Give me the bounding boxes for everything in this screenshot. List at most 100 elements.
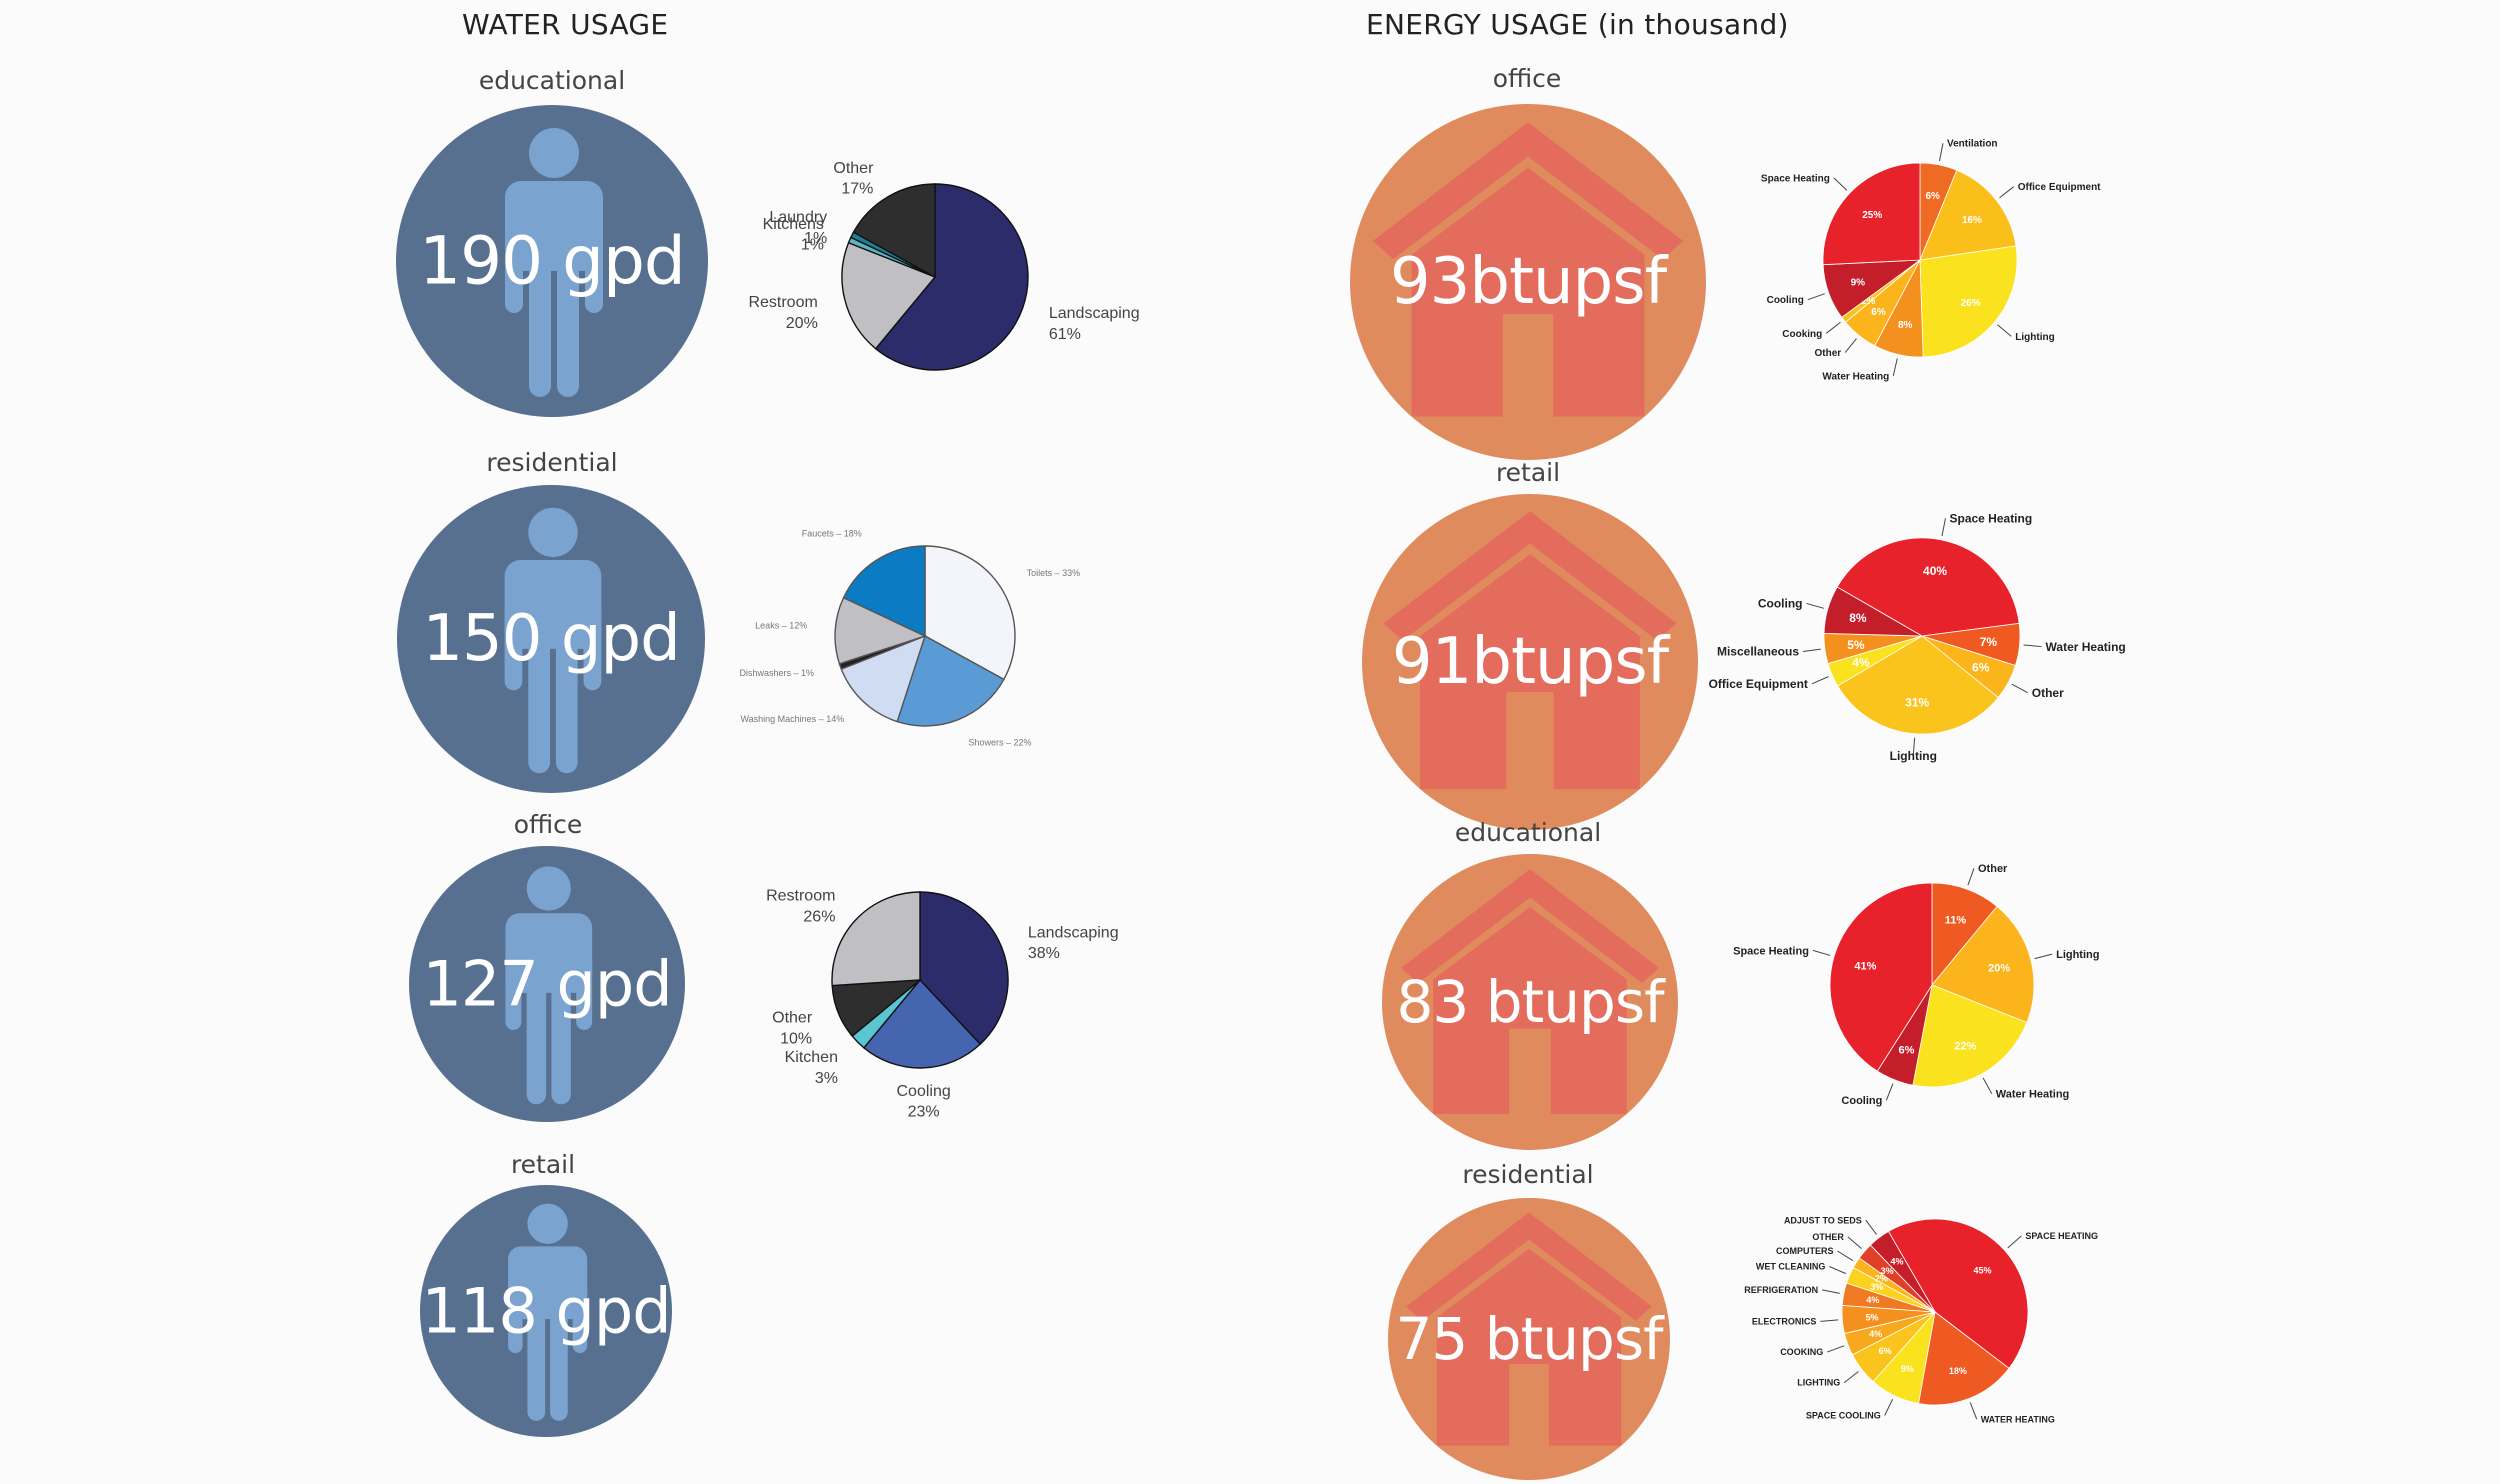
pie-slice-cooling — [862, 978, 982, 1069]
energy-value-residential: 75 btupsf — [1395, 1305, 1663, 1373]
pie-category-label: Cooking — [1782, 329, 1822, 340]
pie-value-label: 6% — [1871, 307, 1886, 318]
energy-disc-office: 93btupsf — [1350, 104, 1706, 460]
pie-category-label: Lighting — [2056, 949, 2099, 961]
pie-value-label: 22% — [1954, 1041, 1976, 1053]
pie-slice-lighting — [1931, 905, 2035, 1024]
pie-leader-line — [1843, 1371, 1859, 1383]
pie-category-label: Miscellaneous — [1717, 645, 1799, 659]
water-disc-residential: 150 gpd — [397, 485, 705, 793]
pie-leader-line — [1885, 1083, 1894, 1101]
pie-value-label: 6% — [1972, 661, 1990, 675]
pie-slice-showers — [896, 634, 1005, 727]
pie-slice-office-equipment — [1919, 169, 2017, 261]
pie-leader-line — [1941, 518, 1946, 537]
pie-leader-line — [1812, 949, 1831, 956]
pie-leader-line — [1820, 1319, 1839, 1322]
pie-slice-landscaping — [919, 891, 1009, 1046]
pie-category-label: COOKING — [1780, 1347, 1823, 1357]
pie-leader-line — [2023, 644, 2042, 648]
pie-value-label: 41% — [1854, 960, 1876, 972]
pie-slice-water-heating — [1918, 1311, 2010, 1406]
pie-value-label: 4% — [1866, 1295, 1879, 1305]
pie-category-label: COMPUTERS — [1776, 1246, 1834, 1256]
pie-category-label: Space Heating — [1733, 945, 1809, 957]
pie-energy-retail: 40% Space Heating 7% Water Heating 6% Other 31… — [1709, 512, 2126, 763]
pie-category-label: Restroom 26% — [766, 888, 835, 926]
pie-category-label: OTHER — [1812, 1232, 1844, 1242]
pie-category-label: Leaks – 12% — [755, 621, 807, 631]
pie-slice-toilets — [924, 545, 1016, 681]
energy-label-office: office — [1492, 64, 1562, 93]
pie-leader-line — [1847, 1236, 1862, 1250]
person-icon — [505, 128, 603, 397]
pie-value-label: 1% — [1861, 296, 1876, 307]
pie-value-label: 3% — [1870, 1282, 1883, 1292]
pie-category-label: Cooling — [1841, 1095, 1882, 1107]
pie-category-label: Space Heating — [1949, 512, 2032, 526]
energy-label-educational: educational — [1454, 818, 1602, 847]
pie-category-label: WET CLEANING — [1756, 1262, 1826, 1272]
pie-category-label: Office Equipment — [2018, 182, 2101, 193]
pie-category-label: WATER HEATING — [1981, 1414, 2055, 1424]
pie-category-label: Other — [1814, 348, 1841, 359]
pie-slice-other — [852, 183, 936, 279]
pie-leader-line — [1912, 737, 1916, 756]
pie-slice-landscaping — [874, 183, 1029, 371]
pie-slice-space-heating — [1836, 537, 2020, 637]
energy-disc-residential: 75 btupsf — [1388, 1198, 1670, 1480]
pie-slice-washing-machines — [840, 634, 927, 723]
pie-value-label: 8% — [1849, 611, 1867, 625]
pie-category-label: Dishwashers – 1% — [739, 668, 814, 678]
energy-value-educational: 83 btupsf — [1396, 968, 1664, 1036]
pie-category-label: Lighting — [1890, 749, 1937, 763]
pie-slice-space-heating — [1822, 162, 1921, 266]
energy-disc-retail: 91btupsf — [1362, 494, 1698, 830]
house-icon — [1400, 869, 1660, 1114]
pie-category-label: Other — [2032, 686, 2064, 700]
pie-leader-line — [1833, 177, 1848, 191]
pie-slice-lighting — [1919, 245, 2018, 358]
pie-leader-line — [1811, 676, 1829, 685]
pie-category-label: Cooling — [1758, 597, 1803, 611]
pie-energy-educational: 11% Other 20% Lighting 22% Water Heating 6% Coo… — [1733, 863, 2099, 1107]
house-icon — [1372, 122, 1684, 417]
water-label-residential: residential — [486, 448, 618, 477]
energy-value-retail: 91btupsf — [1391, 625, 1669, 699]
pie-slice-space-heating — [1829, 882, 1933, 1072]
energy-usage-title: ENERGY USAGE (in thousand) — [1366, 8, 1789, 41]
pie-leader-line — [1802, 648, 1821, 653]
pie-category-label: Kitchen 3% — [785, 1049, 838, 1087]
pie-leader-line — [1997, 324, 2012, 337]
pie-value-label: 9% — [1851, 278, 1866, 289]
pie-leader-line — [1837, 1250, 1854, 1261]
pie-value-label: 16% — [1962, 215, 1982, 226]
energy-label-retail: retail — [1495, 458, 1561, 487]
pie-category-label: Toilets – 33% — [1027, 568, 1081, 578]
pie-slice-leaks — [834, 596, 927, 665]
water-label-office: office — [513, 810, 583, 839]
pie-category-label: Lighting — [2015, 332, 2054, 343]
energy-label-residential: residential — [1462, 1160, 1594, 1189]
pie-category-label: Cooling — [1767, 295, 1804, 306]
water-disc-office: 127 gpd — [409, 846, 685, 1122]
pie-leader-line — [1844, 338, 1857, 353]
pie-slice-space-heating — [1887, 1218, 2029, 1369]
pie-leader-line — [2034, 953, 2053, 960]
pie-category-label: Showers – 22% — [968, 738, 1031, 748]
pie-water-educational: Landscaping 61% Restroom 20% Kitchens 1%Laund… — [748, 160, 1140, 371]
pie-category-label: Laundry 1% — [769, 209, 827, 247]
pie-value-label: 11% — [1945, 915, 1967, 927]
pie-slice-water-heating — [1912, 984, 2028, 1088]
pie-leader-line — [1969, 1402, 1978, 1420]
pie-leader-line — [1982, 1077, 1993, 1094]
water-disc-retail: 118 gpd — [420, 1185, 672, 1437]
pie-value-label: 5% — [1847, 638, 1865, 652]
pie-leader-line — [1967, 868, 1975, 886]
water-value-residential: 150 gpd — [422, 602, 680, 676]
pie-value-label: 26% — [1961, 298, 1981, 309]
pie-leader-line — [2007, 1235, 2022, 1249]
energy-value-office: 93btupsf — [1389, 245, 1667, 319]
pie-energy-residential: 45% SPACE HEATING 18% WATER HEATING 9% SPACE … — [1744, 1215, 2098, 1424]
house-icon — [1406, 1212, 1652, 1446]
